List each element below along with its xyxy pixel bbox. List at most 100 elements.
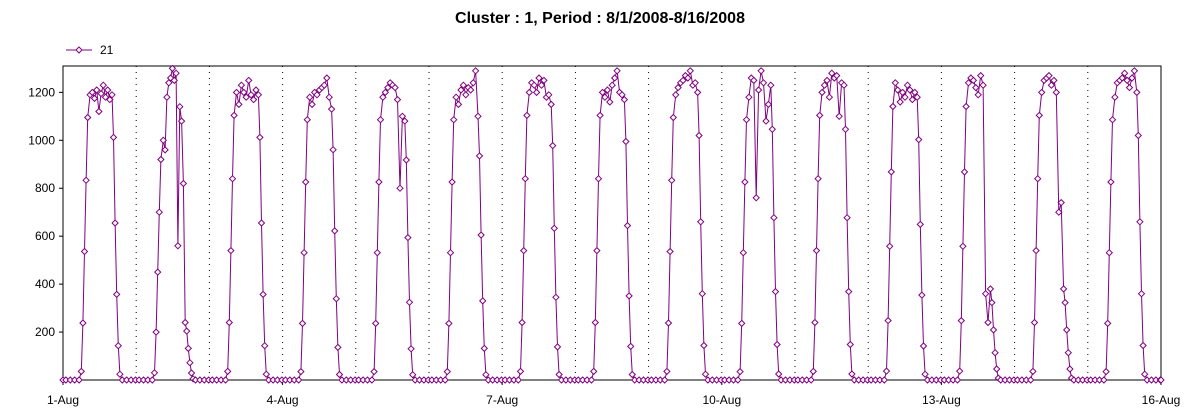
data-point bbox=[92, 86, 101, 94]
data-point bbox=[294, 376, 303, 384]
data-point bbox=[625, 292, 633, 300]
data-point bbox=[112, 290, 121, 299]
data-point bbox=[186, 358, 194, 367]
x-tick-label: 13-Aug bbox=[922, 393, 961, 407]
data-point bbox=[828, 69, 836, 77]
data-point bbox=[170, 76, 179, 85]
data-point bbox=[242, 93, 250, 101]
data-point bbox=[404, 233, 412, 242]
data-point bbox=[1136, 218, 1144, 226]
data-point bbox=[884, 316, 892, 325]
data-point bbox=[398, 112, 407, 121]
data-point bbox=[898, 88, 907, 97]
data-point bbox=[757, 67, 765, 75]
data-point bbox=[736, 367, 744, 376]
data-point bbox=[1108, 115, 1117, 124]
data-point bbox=[903, 81, 912, 89]
data-point bbox=[1037, 88, 1046, 97]
data-point bbox=[90, 94, 99, 103]
data-point bbox=[172, 69, 180, 77]
data-point bbox=[371, 319, 380, 328]
data-point bbox=[448, 178, 456, 186]
y-tick-label: 1200 bbox=[28, 85, 55, 99]
data-point bbox=[228, 174, 237, 183]
data-point bbox=[623, 221, 632, 230]
data-point bbox=[811, 318, 819, 327]
data-point bbox=[1061, 298, 1069, 307]
data-point bbox=[1052, 88, 1061, 97]
data-point bbox=[184, 344, 193, 353]
data-point bbox=[628, 370, 637, 379]
data-point bbox=[893, 86, 902, 94]
data-point bbox=[674, 83, 682, 92]
data-point bbox=[402, 156, 411, 164]
data-point bbox=[223, 367, 232, 376]
data-point bbox=[401, 117, 409, 125]
data-point bbox=[843, 213, 851, 222]
data-point bbox=[384, 83, 392, 92]
data-point bbox=[303, 115, 312, 124]
data-point bbox=[664, 319, 673, 327]
data-point bbox=[249, 95, 258, 104]
data-point bbox=[1029, 367, 1037, 376]
data-point bbox=[176, 102, 184, 111]
data-point bbox=[608, 81, 616, 89]
data-point bbox=[739, 248, 748, 257]
data-point bbox=[1032, 246, 1040, 255]
data-point bbox=[991, 348, 999, 357]
data-point bbox=[177, 117, 186, 125]
data-point bbox=[691, 79, 699, 87]
data-point bbox=[896, 98, 904, 106]
data-point bbox=[1130, 67, 1139, 75]
data-point bbox=[957, 316, 966, 325]
data-point bbox=[516, 367, 525, 376]
data-point bbox=[750, 76, 758, 85]
data-point bbox=[959, 242, 967, 251]
data-point bbox=[555, 370, 563, 379]
x-tick-label: 1-Aug bbox=[47, 393, 79, 407]
data-point bbox=[77, 367, 86, 376]
data-point bbox=[441, 376, 449, 384]
data-point bbox=[80, 247, 89, 256]
data-point bbox=[745, 93, 753, 101]
data-point bbox=[737, 319, 746, 328]
data-point bbox=[771, 287, 780, 296]
x-tick-label: 4-Aug bbox=[267, 393, 299, 407]
data-point bbox=[449, 115, 458, 124]
data-point bbox=[225, 318, 234, 327]
data-point bbox=[1030, 318, 1039, 327]
data-point bbox=[254, 91, 263, 99]
data-point bbox=[381, 88, 390, 97]
data-point bbox=[764, 100, 773, 109]
data-point bbox=[598, 88, 607, 97]
data-point bbox=[471, 67, 480, 75]
data-point bbox=[984, 318, 992, 327]
data-point bbox=[552, 293, 560, 302]
data-point bbox=[591, 318, 600, 327]
data-point bbox=[393, 95, 402, 104]
data-point bbox=[1111, 93, 1119, 101]
data-point bbox=[1140, 370, 1149, 378]
data-point bbox=[235, 100, 243, 109]
data-point bbox=[825, 93, 834, 101]
data-point bbox=[832, 71, 841, 80]
data-point bbox=[762, 117, 770, 125]
x-tick-label: 7-Aug bbox=[486, 393, 518, 407]
data-point bbox=[906, 86, 914, 94]
data-point bbox=[666, 247, 674, 256]
data-point bbox=[150, 369, 159, 377]
data-point bbox=[514, 376, 523, 384]
data-point bbox=[589, 367, 598, 376]
data-point bbox=[182, 327, 191, 335]
data-point bbox=[114, 341, 123, 350]
data-point bbox=[955, 367, 964, 375]
data-point bbox=[669, 113, 678, 122]
data-point bbox=[108, 91, 116, 99]
data-point bbox=[320, 81, 329, 89]
data-point bbox=[370, 367, 378, 376]
chart-title: Cluster : 1, Period : 8/1/2008-8/16/2008 bbox=[455, 10, 745, 27]
data-point bbox=[916, 220, 925, 229]
data-point bbox=[75, 376, 83, 384]
x-tick-label: 16-Aug bbox=[1142, 393, 1181, 407]
